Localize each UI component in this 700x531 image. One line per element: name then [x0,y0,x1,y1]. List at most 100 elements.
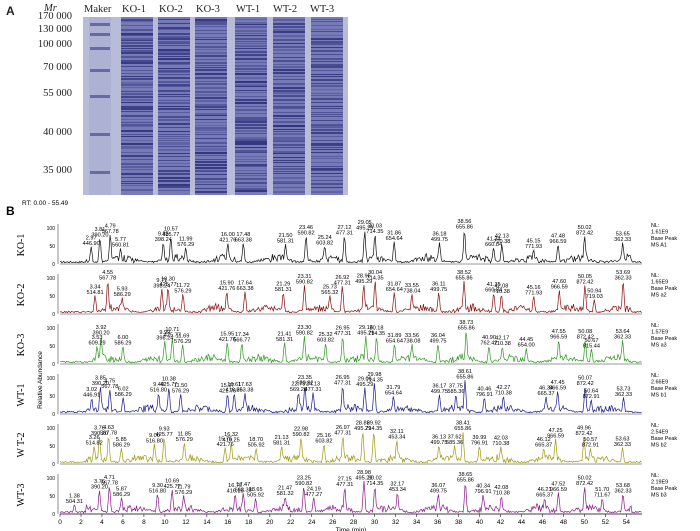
peak-rt-label: 30.04 [368,270,382,276]
peak-rt-label: 3.76 [94,479,105,485]
marker-band [90,171,110,174]
peak-mz-label: 663.38 [236,388,253,394]
protein-band [158,68,190,69]
peak-mz-label: 499.75 [430,488,447,494]
peak-mz-label: 425.77 [164,333,181,339]
peak-mz-label: 362.33 [614,237,631,243]
protein-band [195,19,227,21]
peak-rt-label: 15.90 [220,281,234,287]
trace-info-line: Base Peak [651,386,677,392]
peak-mz-label: 771.93 [525,244,542,250]
protein-band [235,133,267,134]
protein-band [235,77,267,79]
protein-band [195,43,227,44]
peak-mz-label: 390.20 [91,233,108,239]
protein-band [158,33,190,35]
peak-mz-label: 586.29 [114,292,131,298]
peak-mz-label: 966.59 [547,433,564,439]
peak-rt-label: 29.16 [359,325,373,331]
protein-band [273,26,305,28]
y-tick-label: 0 [52,462,55,468]
mw-unit-label: Mr [44,3,57,14]
peak-mz-label: 425.77 [156,432,173,438]
protein-band [273,99,305,101]
sample-lane [311,17,343,195]
peak-rt-label: 39.99 [472,435,486,441]
peak-mz-label: 872.42 [576,280,593,286]
x-tick-label: 46 [539,519,547,526]
peak-mz-label: 654.64 [386,236,403,242]
x-tick-label: 42 [497,519,505,526]
peak-rt-label: 42.27 [496,385,510,391]
protein-band [158,127,190,128]
protein-band [273,57,305,58]
chromatogram-5: W T-2 0 50 100 3.76390.204.63567.783.26514.8… [16,421,677,468]
protein-band [121,52,153,54]
protein-band [273,115,305,117]
peak-rt-label: 26.92 [335,275,349,281]
protein-band [273,168,305,170]
protein-band [158,166,190,167]
peak-mz-label: 872.91 [582,443,599,449]
protein-band [195,33,227,34]
peak-rt-label: 46.12 [537,437,551,443]
peak-rt-label: 21.50 [279,233,293,239]
protein-band [311,147,343,148]
trace-info-line: NL: [651,223,659,229]
peak-rt-label: 41.34 [487,236,501,242]
peak-rt-label: 6.02 [118,386,129,392]
protein-band [311,19,343,20]
peak-mz-label: 710.38 [495,391,512,397]
protein-band [235,22,267,24]
protein-band [158,123,190,125]
protein-band [158,156,190,157]
protein-band [195,152,227,154]
peak-rt-label: 11.50 [174,383,188,389]
sample-lane [121,17,153,195]
protein-band [121,50,153,52]
protein-band [311,61,343,62]
peak-rt-label: 47.52 [551,481,565,487]
protein-band [235,26,267,28]
peak-rt-label: 33.55 [405,283,419,289]
protein-band [195,81,227,82]
peak-rt-label: 31.89 [387,333,401,339]
peak-rt-label: 17.63 [238,382,252,388]
protein-band [195,23,227,25]
panel-a-letter: A [6,4,15,18]
protein-band [235,68,267,70]
peak-rt-label: 45.16 [527,285,541,291]
protein-band [121,159,153,160]
peak-rt-label: 50.05 [578,274,592,280]
protein-band [311,106,343,107]
protein-band [195,148,227,150]
peak-mz-label: 655.86 [458,325,475,331]
protein-band [121,87,153,88]
x-tick-label: 54 [623,519,631,526]
peak-mz-label: 495.29 [355,475,372,481]
peak-rt-label: 50.02 [578,476,592,482]
protein-band [121,115,153,117]
protein-band [195,122,227,123]
peak-rt-label: 30.02 [368,476,382,482]
protein-band [195,67,227,68]
peak-mz-label: 966.59 [550,335,567,341]
